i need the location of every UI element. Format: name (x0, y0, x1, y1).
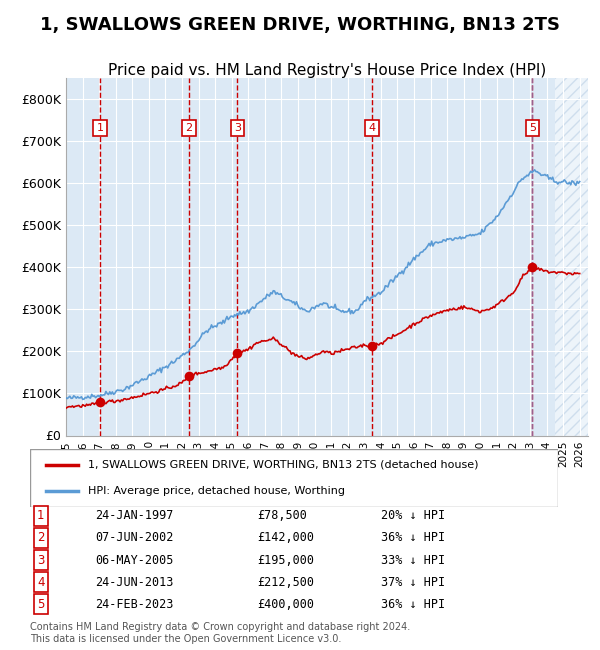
Text: £195,000: £195,000 (257, 554, 314, 567)
Text: 36% ↓ HPI: 36% ↓ HPI (381, 598, 445, 611)
Text: 33% ↓ HPI: 33% ↓ HPI (381, 554, 445, 567)
Text: £212,500: £212,500 (257, 576, 314, 589)
Text: Contains HM Land Registry data © Crown copyright and database right 2024.
This d: Contains HM Land Registry data © Crown c… (30, 622, 410, 644)
Text: 5: 5 (529, 123, 536, 133)
Bar (555, 78, 588, 436)
Text: £142,000: £142,000 (257, 532, 314, 545)
Text: 07-JUN-2002: 07-JUN-2002 (95, 532, 173, 545)
Text: 4: 4 (368, 123, 376, 133)
Text: 37% ↓ HPI: 37% ↓ HPI (381, 576, 445, 589)
Text: 24-JAN-1997: 24-JAN-1997 (95, 510, 173, 523)
Title: Price paid vs. HM Land Registry's House Price Index (HPI): Price paid vs. HM Land Registry's House … (108, 63, 546, 78)
Text: 5: 5 (37, 598, 44, 611)
Text: HPI: Average price, detached house, Worthing: HPI: Average price, detached house, Wort… (88, 486, 345, 495)
Text: 1, SWALLOWS GREEN DRIVE, WORTHING, BN13 2TS: 1, SWALLOWS GREEN DRIVE, WORTHING, BN13 … (40, 16, 560, 34)
Text: 24-JUN-2013: 24-JUN-2013 (95, 576, 173, 589)
Text: £400,000: £400,000 (257, 598, 314, 611)
FancyBboxPatch shape (30, 448, 558, 507)
Text: 2: 2 (185, 123, 193, 133)
Text: 1, SWALLOWS GREEN DRIVE, WORTHING, BN13 2TS (detached house): 1, SWALLOWS GREEN DRIVE, WORTHING, BN13 … (88, 460, 479, 470)
Text: 24-FEB-2023: 24-FEB-2023 (95, 598, 173, 611)
Text: 1: 1 (37, 510, 44, 523)
Text: 36% ↓ HPI: 36% ↓ HPI (381, 532, 445, 545)
Text: 3: 3 (37, 554, 44, 567)
Bar (555, 78, 588, 436)
Text: 3: 3 (234, 123, 241, 133)
Text: 20% ↓ HPI: 20% ↓ HPI (381, 510, 445, 523)
Text: 2: 2 (37, 532, 44, 545)
Text: 4: 4 (37, 576, 44, 589)
Text: £78,500: £78,500 (257, 510, 307, 523)
Text: 06-MAY-2005: 06-MAY-2005 (95, 554, 173, 567)
Text: 1: 1 (97, 123, 104, 133)
